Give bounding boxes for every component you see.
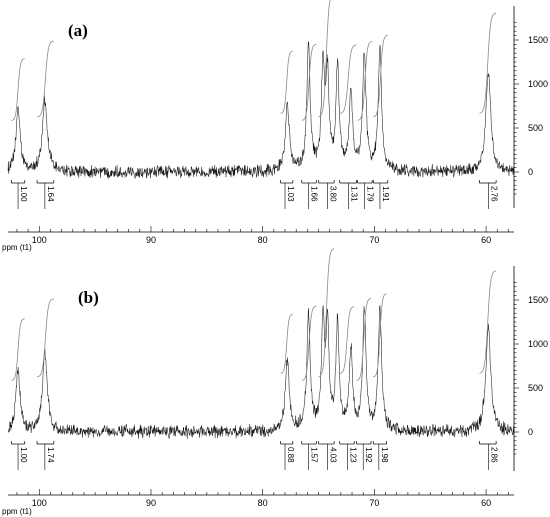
y-tick-label: 1000: [528, 339, 548, 349]
integral-value-label: 1.23: [349, 447, 358, 463]
integral-value-label: 1.00: [19, 186, 28, 202]
x-axis-title-a: ppm (t1): [2, 243, 32, 252]
integral-curve: [280, 313, 293, 374]
x-axis-title-b: ppm (t1): [2, 507, 32, 516]
integral-curve: [479, 12, 497, 114]
integral-value-label: 2.76: [489, 186, 498, 202]
integral-curve: [373, 293, 387, 378]
x-tick-label: 80: [258, 235, 268, 245]
integral-curve: [373, 34, 388, 118]
integral-value-label: 1.31: [350, 186, 359, 202]
integral-value-label: 1.66: [309, 186, 318, 202]
integral-curve: [11, 58, 25, 121]
y-tick-label: 500: [528, 383, 543, 393]
integral-value-label: 1.79: [365, 186, 374, 202]
integral-curve: [301, 43, 317, 121]
integral-curve: [11, 318, 25, 381]
spectrum-panel-a: (a) ppm (t1) 1.00 1.64 1.03 1.66 3.80 1.31 1.7…: [2, 0, 548, 252]
integral-curve: [356, 298, 372, 381]
integral-value-label: 4.03: [328, 447, 337, 463]
integral-value-label: 1.64: [46, 186, 55, 202]
integral-curve: [36, 40, 54, 118]
integral-value-label: 1.98: [380, 447, 389, 463]
integral-curve: [357, 40, 373, 121]
integral-curve: [318, 248, 335, 378]
integral-curve: [301, 305, 317, 381]
integral-curve: [318, 0, 331, 118]
x-tick-label: 70: [369, 235, 379, 245]
integral-value-label: 1.74: [46, 447, 55, 463]
spectrum-trace-a: [7, 40, 515, 179]
x-tick-label: 60: [481, 235, 491, 245]
integral-value-label: 1.92: [364, 447, 373, 463]
y-tick-label: 500: [528, 123, 543, 133]
integral-value-label: 1.03: [286, 186, 295, 202]
integral-curve: [479, 270, 497, 374]
x-tick-label: 70: [369, 498, 379, 508]
integral-curve: [280, 50, 293, 114]
x-tick-label: 90: [146, 235, 156, 245]
integral-curve: [36, 298, 54, 378]
x-tick-label: 100: [32, 235, 47, 245]
spectrum-panel-b: (b) ppm (t1) 1.00 1.74 0.88 1.57 4.03 1.23 1.9…: [2, 248, 548, 516]
spectrum-trace-b: [7, 305, 515, 440]
panel-label-b: (b): [78, 288, 99, 307]
y-tick-label: 1000: [528, 79, 548, 89]
x-tick-label: 80: [258, 498, 268, 508]
integral-value-label: 3.80: [328, 186, 337, 202]
integral-curve: [339, 306, 355, 374]
y-tick-label: 1500: [528, 35, 548, 45]
x-tick-label: 90: [146, 498, 156, 508]
panel-label-a: (a): [68, 21, 88, 40]
integral-value-label: 1.00: [19, 447, 28, 463]
y-tick-label: 0: [528, 167, 533, 177]
integral-value-label: 1.91: [381, 186, 390, 202]
x-tick-label: 60: [481, 498, 491, 508]
integral-curve: [339, 44, 357, 114]
x-tick-label: 100: [32, 498, 47, 508]
integral-value-label: 1.57: [309, 447, 318, 463]
integral-value-label: 0.88: [286, 447, 295, 463]
integral-value-label: 2.86: [489, 447, 498, 463]
y-tick-label: 0: [528, 427, 533, 437]
y-tick-label: 1500: [528, 295, 548, 305]
